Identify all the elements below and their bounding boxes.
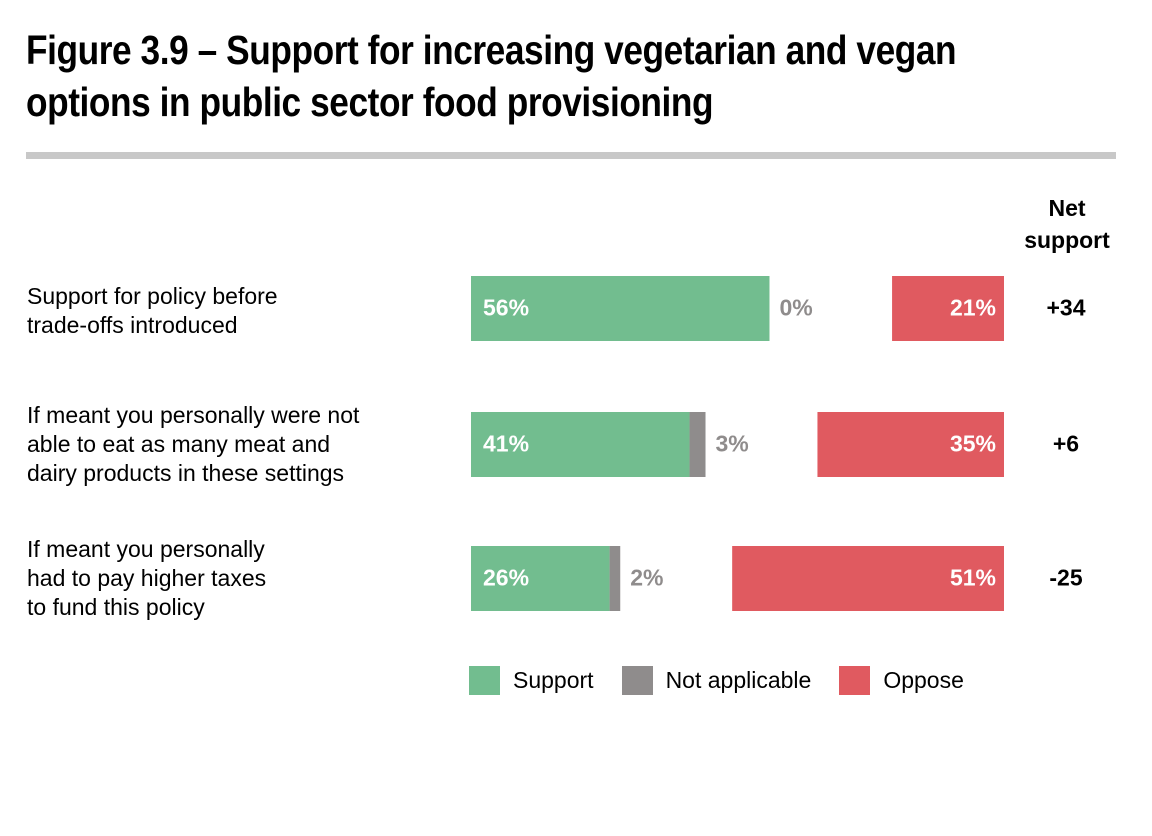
legend-item-oppose: Oppose <box>839 666 964 695</box>
row-label-meat-dairy: If meant you personally were not able to… <box>27 402 360 486</box>
data-label-oppose: 35% <box>950 431 996 457</box>
data-label-support: 41% <box>483 431 529 457</box>
bar-oppose <box>732 546 1004 611</box>
legend-swatch-not-applicable <box>621 666 653 695</box>
data-label-not-applicable: 2% <box>630 565 663 591</box>
data-label-not-applicable: 3% <box>716 431 749 457</box>
net-support-value: +6 <box>1053 431 1079 457</box>
bar-oppose <box>817 412 1004 477</box>
data-label-support: 26% <box>483 565 529 591</box>
row-label-before-tradeoffs: Support for policy before trade-offs int… <box>27 283 278 338</box>
bar-not-applicable <box>689 412 706 477</box>
legend-label-oppose: Oppose <box>883 667 964 693</box>
bar-not-applicable <box>609 546 621 611</box>
data-label-support: 56% <box>483 295 529 321</box>
legend-swatch-oppose <box>839 666 871 695</box>
chart-title: Figure 3.9 – Support for increasing vege… <box>26 27 957 125</box>
data-label-not-applicable: 0% <box>779 295 812 321</box>
bar-support <box>471 412 690 477</box>
bar-support <box>471 276 770 341</box>
net-support-value: +34 <box>1046 295 1085 321</box>
legend-item-not-applicable: Not applicable <box>621 666 812 695</box>
bar-oppose <box>892 276 1004 341</box>
chart-legend: Support Not applicable Oppose <box>469 666 992 695</box>
bar-support <box>471 546 610 611</box>
net-support-value: -25 <box>1049 565 1082 591</box>
legend-label-not-applicable: Not applicable <box>665 667 812 693</box>
title-divider <box>26 152 1116 159</box>
data-label-oppose: 51% <box>950 565 996 591</box>
legend-swatch-support <box>469 666 500 695</box>
legend-label-support: Support <box>513 667 594 693</box>
net-support-header: Net support <box>1024 195 1110 253</box>
legend-item-support: Support <box>469 666 594 695</box>
data-label-oppose: 21% <box>950 295 996 321</box>
row-label-higher-taxes: If meant you personally had to pay highe… <box>27 536 267 620</box>
